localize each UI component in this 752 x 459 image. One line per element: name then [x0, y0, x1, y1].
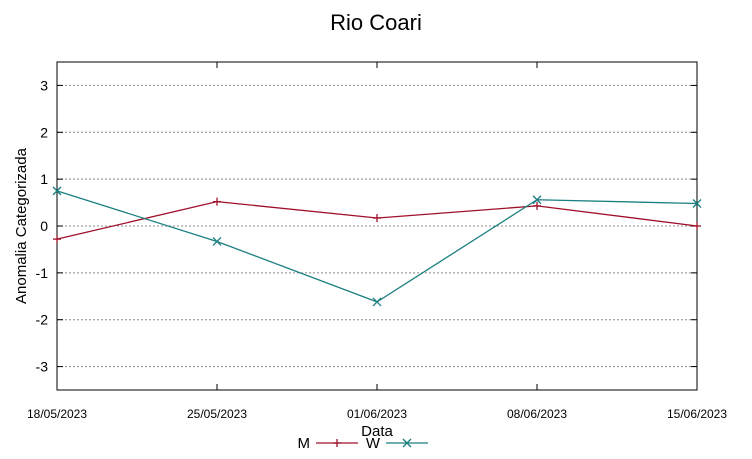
series-line-W — [56, 190, 698, 303]
series-group — [52, 186, 702, 307]
data-point-M — [53, 235, 61, 244]
x-tick-label: 25/05/2023 — [187, 407, 247, 421]
y-tick-label: 3 — [40, 77, 48, 93]
data-point-M — [693, 222, 701, 230]
data-point-W — [372, 297, 382, 307]
legend-marker-W — [402, 438, 412, 448]
grid — [57, 84, 697, 368]
data-point-W — [692, 199, 702, 208]
x-axis-label: Data — [361, 423, 393, 440]
chart-title: Rio Coari — [330, 10, 422, 35]
y-tick-label: 1 — [40, 171, 48, 187]
y-tick-label: 2 — [40, 124, 48, 140]
y-tick-label: 0 — [40, 218, 48, 234]
data-point-M — [213, 197, 221, 206]
data-point-M — [533, 201, 541, 210]
y-tick-label: -2 — [36, 312, 49, 328]
y-tick-label: -1 — [36, 265, 49, 281]
legend-label-M: M — [298, 435, 311, 452]
y-axis-label: Anomalia Categorizada — [13, 147, 30, 304]
data-point-W — [52, 186, 62, 196]
x-tick-label: 18/05/2023 — [27, 407, 87, 421]
data-point-M — [373, 214, 381, 223]
x-tick-label: 08/06/2023 — [507, 407, 567, 421]
legend-label-W: W — [366, 435, 381, 452]
x-axis-ticks: 18/05/2023 25/05/2023 01/06/2023 08/06/2023… — [27, 62, 727, 421]
data-point-W — [212, 237, 222, 246]
data-point-W — [532, 195, 542, 205]
legend-marker-M — [333, 439, 341, 447]
x-tick-label: 15/06/2023 — [667, 407, 727, 421]
y-axis-ticks: -3 -2 -1 0 1 2 3 — [36, 77, 697, 375]
y-tick-label: -3 — [36, 359, 49, 375]
x-tick-label: 01/06/2023 — [347, 407, 407, 421]
